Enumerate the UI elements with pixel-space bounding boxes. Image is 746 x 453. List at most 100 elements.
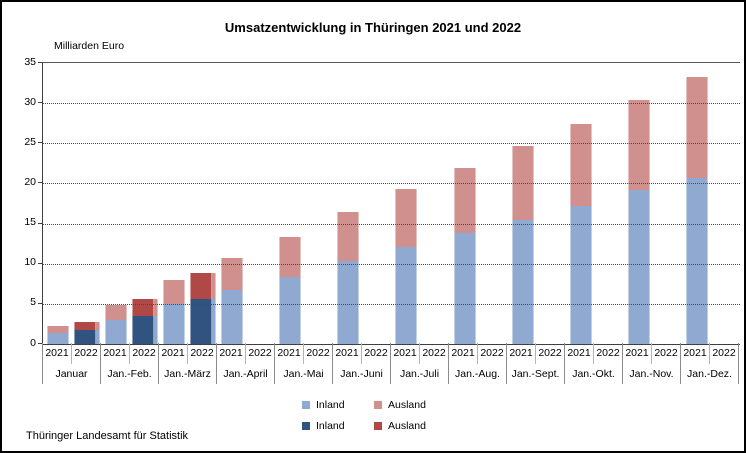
bar-stack-2021 (395, 189, 418, 344)
bar-slot-2021 (217, 63, 246, 344)
x-group-label: Jan.-Mai (283, 368, 324, 380)
bar-slot-2021 (43, 63, 72, 344)
x-year-cell: 2021 (509, 347, 533, 359)
legend-item: Inland (302, 399, 374, 411)
bar-segment-ausland-2021 (47, 325, 69, 333)
x-year-cell: 2021 (45, 347, 69, 359)
x-group-label: Jan.-Feb. (107, 368, 152, 380)
y-tick-label: 15 (24, 216, 36, 229)
x-year-cell: 2021 (451, 347, 475, 359)
x-axis-group: 2021 2022 Jan.-Feb. (101, 343, 159, 384)
bar-stack-2022 (74, 321, 97, 344)
x-year-cell: 2022 (361, 343, 390, 364)
grid-line (43, 223, 740, 225)
bar-segment-inland-2021 (685, 177, 708, 344)
bar-stack-2021 (47, 325, 69, 344)
x-year-cell: 2022 (651, 343, 680, 364)
x-axis-group: 2021 2022 Jan.-Mai (275, 343, 333, 384)
bar-slot-2022 (595, 63, 624, 344)
bar-slot-2021 (101, 63, 130, 344)
x-year-cell: 2021 (219, 347, 243, 359)
bar-group (566, 63, 624, 344)
bar-slot-2021 (391, 63, 420, 344)
bar-group (43, 63, 101, 344)
x-year-row: 2021 2022 (391, 343, 448, 364)
bar-segment-inland-2022 (132, 315, 155, 344)
legend-swatch (302, 400, 310, 409)
x-year-cell: 2021 (277, 347, 301, 359)
x-axis-group: 2021 2022 Januar (42, 343, 101, 384)
x-group-label: Januar (55, 368, 88, 380)
x-group-label: Jan.-Juni (340, 368, 383, 380)
bar-segment-inland-2021 (337, 261, 360, 344)
x-year-cell: 2021 (335, 347, 359, 359)
x-year-row: 2021 2022 (275, 343, 332, 364)
grid-line (43, 103, 740, 105)
bar-slot-2022 (421, 63, 450, 344)
y-axis-tick (38, 302, 42, 304)
x-year-cell: 2022 (709, 343, 738, 364)
x-year-row: 2021 2022 (101, 343, 158, 364)
x-axis-group: 2021 2022 Jan.-März (159, 343, 217, 384)
legend-label: Ausland (388, 419, 426, 432)
bar-slot-2022 (72, 63, 101, 344)
bar-slot-2021 (275, 63, 304, 344)
bar-group (508, 63, 566, 344)
y-tick-label: 0 (30, 336, 36, 349)
x-year-row: 2021 2022 (217, 343, 274, 364)
x-axis-group: 2021 2022 Jan.-Juli (391, 343, 449, 384)
legend-swatch (374, 400, 382, 409)
x-year-cell: 2022 (245, 343, 274, 364)
bar-slot-2022 (362, 63, 391, 344)
x-year-row: 2021 2022 (623, 343, 680, 364)
y-axis-tick (38, 62, 42, 63)
bar-segment-ausland-2021 (685, 76, 708, 178)
x-group-label: Jan.-Dez. (687, 368, 732, 380)
bar-slot-2022 (188, 63, 217, 344)
bar-stack-2021 (685, 76, 708, 344)
legend-swatch (374, 421, 382, 430)
x-group-label: Jan.-Nov. (629, 368, 674, 380)
x-axis-labels: 2021 2022 Januar 2021 2022 Jan.-Feb. 2021 2022 J… (42, 343, 739, 384)
bar-stack-2022 (190, 272, 213, 344)
y-axis-tick (38, 222, 42, 224)
x-group-label: Jan.-Okt. (572, 368, 615, 380)
legend-label: Ausland (388, 398, 426, 411)
x-year-cell: 2022 (535, 343, 564, 364)
x-year-row: 2021 2022 (449, 343, 506, 364)
bar-slot-2021 (624, 63, 653, 344)
x-group-label: Jan.-Juli (399, 368, 440, 380)
bar-segment-ausland-2022 (132, 299, 155, 316)
y-tick-label: 5 (30, 296, 36, 309)
bar-stack-2021 (337, 211, 360, 344)
bar-stack-2021 (105, 305, 128, 344)
x-axis-group: 2021 2022 Jan.-Dez. (681, 343, 739, 384)
bar-segment-inland-2021 (453, 233, 476, 344)
y-tick-label: 25 (24, 135, 36, 148)
bar-segment-inland-2021 (569, 205, 592, 344)
x-group-label: Jan.-März (164, 368, 211, 380)
x-year-row: 2021 2022 (159, 343, 216, 364)
x-year-cell: 2021 (625, 347, 649, 359)
bar-segment-ausland-2021 (279, 236, 302, 277)
x-group-label: Jan.-Aug. (455, 368, 500, 380)
y-axis-tick (38, 182, 42, 184)
legend-label: Inland (316, 398, 345, 411)
x-year-cell: 2022 (71, 343, 100, 364)
x-year-row: 2021 2022 (43, 343, 100, 364)
bar-segment-ausland-2021 (453, 168, 476, 234)
y-tick-label: 20 (24, 175, 36, 188)
bar-group (275, 63, 333, 344)
x-group-label: Jan.-Sept. (511, 368, 560, 380)
x-year-row: 2021 2022 (681, 343, 738, 364)
bar-group (450, 63, 508, 344)
bar-segment-inland-2021 (395, 246, 418, 344)
bar-slot-2022 (304, 63, 333, 344)
grid-line (43, 183, 740, 185)
bar-group (101, 63, 159, 344)
x-axis-group: 2021 2022 Jan.-April (217, 343, 275, 384)
bar-segment-ausland-2021 (105, 305, 128, 320)
source-note: Thüringer Landesamt für Statistik (26, 430, 189, 442)
bar-segment-inland-2021 (627, 189, 650, 344)
